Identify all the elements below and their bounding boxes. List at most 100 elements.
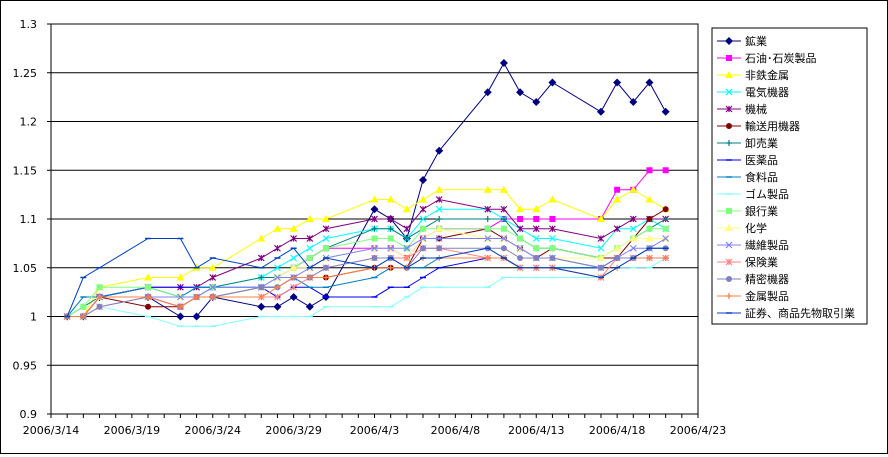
data-point — [208, 263, 217, 271]
data-point — [548, 78, 557, 87]
legend-label: 鉱業 — [745, 34, 767, 48]
data-point — [419, 215, 427, 223]
data-point — [532, 225, 540, 233]
x-tick-label: 2006/4/18 — [589, 424, 645, 437]
y-tick-label: 1.15 — [13, 164, 38, 177]
legend-entry: 機械 — [717, 102, 767, 116]
series-path — [67, 61, 667, 317]
data-point — [629, 244, 637, 252]
legend-entry: 医薬品 — [717, 154, 778, 167]
legend-entry: 金属製品 — [717, 289, 789, 303]
x-tick-label: 2006/4/8 — [431, 424, 480, 437]
data-point — [274, 274, 281, 281]
data-point — [289, 293, 298, 301]
data-point — [209, 274, 217, 281]
legend-label: 精密機器 — [745, 272, 789, 286]
legend-entry: ゴム製品 — [717, 187, 789, 201]
data-point — [725, 88, 733, 96]
data-point — [258, 284, 265, 291]
y-tick-label: 1 — [30, 311, 37, 324]
data-point — [726, 293, 732, 299]
legend-label: 電気機器 — [745, 85, 789, 99]
data-point — [726, 208, 732, 214]
data-point — [484, 225, 491, 232]
data-point — [290, 254, 298, 262]
data-point — [516, 205, 525, 213]
data-point — [646, 225, 653, 232]
legend-entry: 電気機器 — [717, 85, 789, 99]
legend-entry: 非鉄金属 — [717, 68, 789, 82]
legend-entry: 保険業 — [717, 255, 778, 269]
data-point — [322, 274, 329, 281]
data-point — [192, 312, 201, 321]
legend-label: 輸送用機器 — [745, 119, 800, 133]
data-point — [662, 167, 669, 174]
data-point — [145, 284, 152, 291]
data-point — [274, 293, 281, 301]
data-point — [274, 244, 281, 252]
data-point — [613, 195, 622, 203]
data-point — [725, 37, 733, 45]
data-point — [371, 255, 378, 261]
data-point — [725, 258, 733, 266]
data-point — [305, 302, 314, 311]
data-point — [274, 284, 281, 291]
series-line — [64, 257, 669, 318]
legend: 鉱業石油･石炭製品非鉄金属電気機器機械輸送用機器卸売業医薬品食料品ゴム製品銀行業… — [711, 27, 868, 325]
data-point — [533, 245, 540, 252]
data-point — [436, 216, 443, 222]
data-point — [370, 205, 379, 214]
data-point — [435, 235, 443, 242]
y-tick-label: 1.25 — [13, 67, 38, 80]
data-point — [274, 264, 281, 272]
x-tick-label: 2006/4/13 — [508, 424, 564, 437]
data-point — [387, 244, 395, 252]
data-point — [533, 216, 540, 222]
data-point — [403, 235, 410, 242]
data-point — [645, 234, 654, 242]
data-point — [176, 312, 185, 321]
data-point — [419, 205, 427, 213]
data-point — [629, 215, 637, 223]
data-point — [613, 244, 622, 252]
data-point — [726, 55, 732, 61]
data-point — [725, 224, 733, 231]
data-point — [597, 235, 605, 242]
data-point — [484, 205, 492, 213]
legend-entry: 食料品 — [717, 170, 778, 184]
data-point — [646, 255, 653, 261]
data-point — [193, 294, 200, 300]
data-point — [549, 216, 556, 222]
data-point — [273, 302, 282, 311]
data-point — [725, 241, 733, 249]
data-point — [420, 245, 427, 252]
data-point — [548, 195, 557, 203]
data-point — [273, 224, 282, 232]
y-tick-label: 1.05 — [13, 262, 38, 275]
data-point — [289, 263, 298, 271]
legend-box — [711, 27, 868, 325]
legend-label: 非鉄金属 — [745, 68, 789, 82]
y-axis: 0.9 0.95 1 1.05 1.1 1.15 1.2 1.25 1.3 — [13, 18, 51, 421]
legend-label: 保険業 — [745, 255, 778, 269]
data-point — [532, 235, 540, 242]
data-point — [322, 264, 329, 271]
data-point — [484, 216, 491, 222]
data-point — [629, 225, 637, 233]
data-point — [500, 235, 508, 242]
data-point — [726, 123, 732, 129]
series-line — [64, 245, 669, 320]
series-line — [63, 59, 670, 321]
legend-label: 繊維製品 — [745, 238, 789, 252]
data-point — [80, 303, 87, 310]
data-point — [322, 235, 330, 242]
data-point — [517, 255, 524, 261]
data-point — [549, 255, 556, 261]
data-point — [662, 255, 669, 261]
x-tick-label: 2006/3/14 — [23, 424, 79, 437]
x-tick-label: 2006/4/3 — [350, 424, 399, 437]
x-tick-label: 2006/3/19 — [104, 424, 160, 437]
data-point — [646, 167, 653, 174]
series-line — [63, 244, 670, 320]
data-point — [645, 195, 654, 203]
